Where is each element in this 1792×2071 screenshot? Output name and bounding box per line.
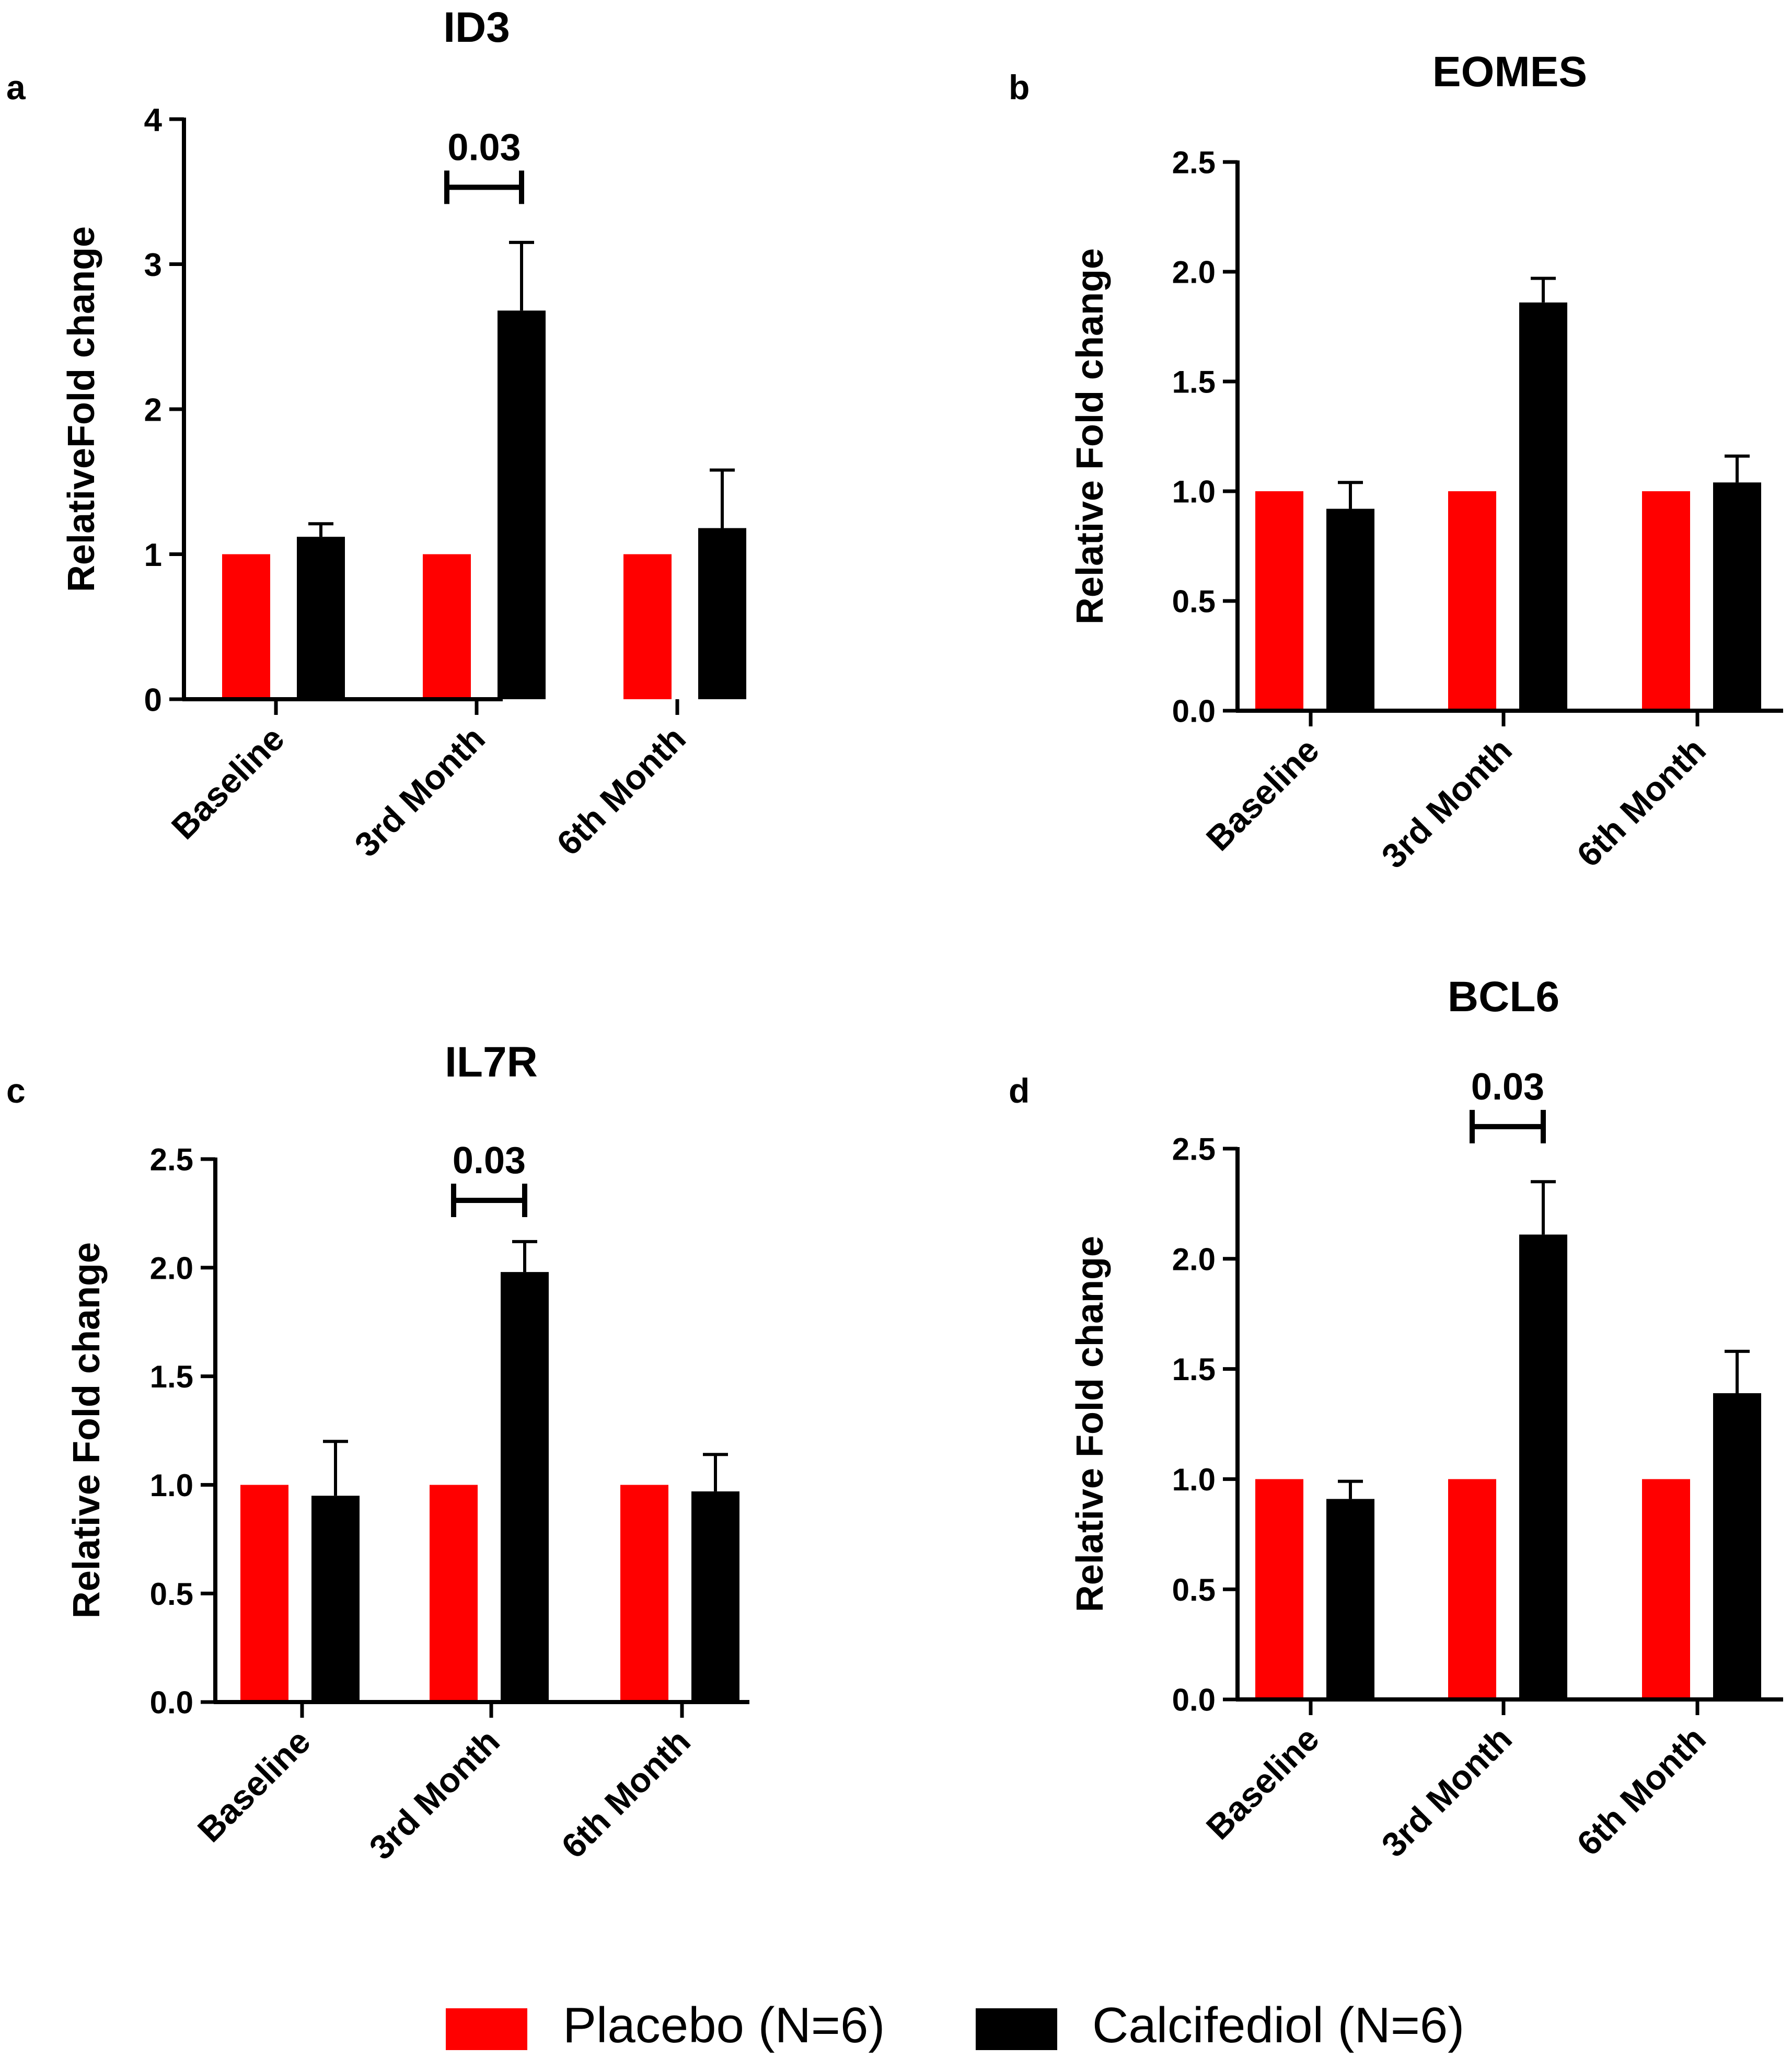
x-tick-label: Baseline [190,1722,318,1849]
chart-panel-a: a ID3 RelativeFold change 0 1 2 3 4 Baseline 3rd … [6,4,746,864]
x-tick-label: 3rd Month [1374,1719,1519,1865]
bar-placebo-3rd-month [1448,491,1496,711]
chart-title: ID3 [443,4,510,51]
x-tick-label: 3rd Month [362,1722,507,1867]
panel-letter: a [6,68,26,107]
legend-label-placebo: Placebo (N=6) [563,1997,885,2053]
panel-letter: c [6,1071,26,1110]
bar-calcifediol-3rd-month [498,310,546,699]
bar-placebo-3rd-month [423,554,471,699]
y-tick-label: 2.5 [1172,1132,1216,1167]
y-axis-label: Relative Fold change [66,1242,108,1618]
x-tick-label: 6th Month [554,1722,698,1866]
panel-letter: d [1009,1071,1030,1110]
bar-calcifediol-6th-month [691,1491,739,1702]
legend-swatch-calcifediol [976,2008,1057,2050]
y-axis-label: RelativeFold change [61,226,102,592]
y-tick-label: 3 [144,247,162,283]
bar-placebo-baseline [1255,1479,1303,1699]
y-tick-label: 2.0 [150,1251,193,1286]
y-tick-label: 0.0 [1172,694,1216,729]
y-tick-label: 4 [144,102,163,138]
bar-placebo-6th-month [1642,1479,1690,1699]
bar-placebo-baseline [240,1485,288,1702]
bar-calcifediol-3rd-month [1519,302,1567,711]
legend: Placebo (N=6) Calcifediol (N=6) [446,1997,1464,2053]
x-tick-label: 6th Month [1569,731,1713,874]
p-value-label: 0.03 [447,126,521,168]
y-tick-label: 0.5 [150,1577,193,1612]
x-tick-label: 3rd Month [347,719,492,864]
bar-calcifediol-6th-month [1713,482,1761,711]
p-value-label: 0.03 [453,1140,526,1182]
y-tick-label: 0.5 [1172,1572,1216,1607]
chart-title: BCL6 [1448,973,1559,1021]
y-tick-label: 1.0 [150,1468,193,1503]
chart-panels: a ID3 RelativeFold change 0 1 2 3 4 Baseline 3rd … [6,4,1783,1867]
y-tick-label: 0 [144,682,162,718]
x-tick-label: 6th Month [549,719,693,863]
x-tick-label: 3rd Month [1374,731,1519,876]
y-axis-label: Relative Fold change [1069,1236,1111,1612]
chart-panel-b: b EOMES Relative Fold change 0.0 0.5 1.0 1.5 2.… [1009,48,1783,875]
bar-calcifediol-3rd-month [501,1272,549,1702]
bar-calcifediol-3rd-month [1519,1234,1567,1699]
y-tick-label: 1.0 [1172,1462,1216,1497]
y-tick-label: 1 [144,537,162,573]
chart-title: EOMES [1432,48,1587,96]
bar-calcifediol-baseline [297,537,345,699]
chart-panel-c: c IL7R Relative Fold change 0.0 0.5 1.0 1.5 2.0… [6,1038,749,1867]
bar-calcifediol-baseline [1326,508,1374,711]
y-tick-label: 2 [144,392,162,428]
y-tick-label: 0.5 [1172,584,1216,619]
y-tick-label: 1.5 [1172,365,1216,400]
chart-panel-d: d BCL6 Relative Fold change 0.0 0.5 1.0 1.5 2.0… [1009,973,1783,1864]
chart-title: IL7R [445,1038,538,1086]
legend-swatch-placebo [446,2008,527,2050]
x-tick-label: Baseline [1199,731,1326,858]
x-tick-label: Baseline [1199,1719,1326,1847]
y-tick-label: 0.0 [150,1685,193,1720]
x-tick-label: Baseline [164,719,292,847]
y-tick-label: 2.5 [1172,145,1216,180]
legend-label-calcifediol: Calcifediol (N=6) [1092,1997,1464,2053]
bar-calcifediol-baseline [1326,1499,1374,1699]
bar-calcifediol-baseline [311,1496,360,1702]
bar-calcifediol-6th-month [1713,1393,1761,1699]
y-tick-label: 1.5 [150,1359,193,1394]
y-tick-label: 2.5 [150,1142,193,1177]
x-tick-label: 6th Month [1569,1719,1713,1863]
y-tick-label: 0.0 [1172,1683,1216,1718]
bar-placebo-3rd-month [430,1485,478,1702]
bar-placebo-3rd-month [1448,1479,1496,1699]
y-tick-label: 2.0 [1172,1242,1216,1277]
bar-placebo-6th-month [1642,491,1690,711]
y-tick-label: 2.0 [1172,255,1216,290]
bar-placebo-baseline [222,554,270,699]
panel-letter: b [1009,68,1030,107]
bar-placebo-baseline [1255,491,1303,711]
y-tick-label: 1.0 [1172,475,1216,510]
bar-placebo-6th-month [620,1485,668,1702]
bar-calcifediol-6th-month [698,528,746,699]
y-axis-label: Relative Fold change [1069,248,1111,624]
y-tick-label: 1.5 [1172,1352,1216,1387]
p-value-label: 0.03 [1471,1066,1544,1108]
bar-placebo-6th-month [623,554,672,699]
